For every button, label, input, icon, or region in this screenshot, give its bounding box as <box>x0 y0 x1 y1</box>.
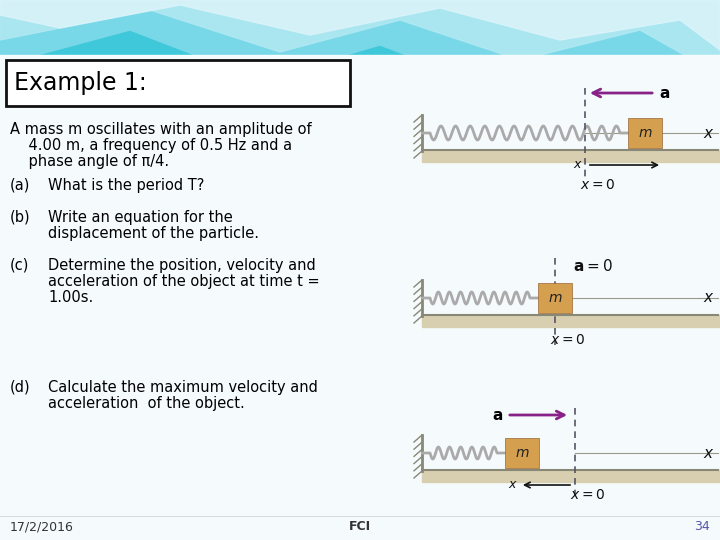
Text: $\mathbf{a}$: $\mathbf{a}$ <box>659 85 670 100</box>
Text: acceleration of the object at time t =: acceleration of the object at time t = <box>48 274 320 289</box>
FancyBboxPatch shape <box>6 60 350 106</box>
Bar <box>628 118 662 148</box>
Bar <box>422 470 720 482</box>
Text: 17/2/2016: 17/2/2016 <box>10 521 74 534</box>
Text: Determine the position, velocity and: Determine the position, velocity and <box>48 258 316 273</box>
Text: $m$: $m$ <box>638 126 652 140</box>
Text: phase angle of π/4.: phase angle of π/4. <box>10 154 169 169</box>
Text: What is the period T?: What is the period T? <box>48 178 204 193</box>
Bar <box>0 55 720 540</box>
Bar <box>422 150 720 162</box>
Text: $x$: $x$ <box>703 446 715 461</box>
Text: FCI: FCI <box>349 521 371 534</box>
Polygon shape <box>0 0 720 50</box>
Text: $x$: $x$ <box>573 159 583 172</box>
Text: $x = 0$: $x = 0$ <box>550 333 585 347</box>
Polygon shape <box>0 0 720 75</box>
Text: Write an equation for the: Write an equation for the <box>48 210 233 225</box>
Text: $m$: $m$ <box>515 446 529 460</box>
Bar <box>0 0 720 110</box>
Text: (a): (a) <box>10 178 30 193</box>
Text: Calculate the maximum velocity and: Calculate the maximum velocity and <box>48 380 318 395</box>
Text: (b): (b) <box>10 210 31 225</box>
Text: A mass m oscillates with an amplitude of: A mass m oscillates with an amplitude of <box>10 122 312 137</box>
Text: $x$: $x$ <box>703 291 715 306</box>
Text: displacement of the particle.: displacement of the particle. <box>48 226 259 241</box>
Text: $x$: $x$ <box>508 478 518 491</box>
Text: (c): (c) <box>10 258 30 273</box>
Text: $x = 0$: $x = 0$ <box>580 178 616 192</box>
Text: acceleration  of the object.: acceleration of the object. <box>48 396 245 411</box>
Polygon shape <box>0 0 720 110</box>
Text: $m$: $m$ <box>548 291 562 305</box>
Text: Example 1:: Example 1: <box>14 71 147 95</box>
Text: 34: 34 <box>694 521 710 534</box>
Bar <box>538 283 572 313</box>
Text: 4.00 m, a frequency of 0.5 Hz and a: 4.00 m, a frequency of 0.5 Hz and a <box>10 138 292 153</box>
Text: (d): (d) <box>10 380 31 395</box>
Text: $\mathbf{a} = 0$: $\mathbf{a} = 0$ <box>573 258 613 274</box>
Text: $x$: $x$ <box>703 125 715 140</box>
Bar <box>422 315 720 327</box>
Bar <box>505 438 539 468</box>
Text: 1.00s.: 1.00s. <box>48 290 94 305</box>
Text: $\mathbf{a}$: $\mathbf{a}$ <box>492 408 503 422</box>
Text: $x = 0$: $x = 0$ <box>570 488 606 502</box>
